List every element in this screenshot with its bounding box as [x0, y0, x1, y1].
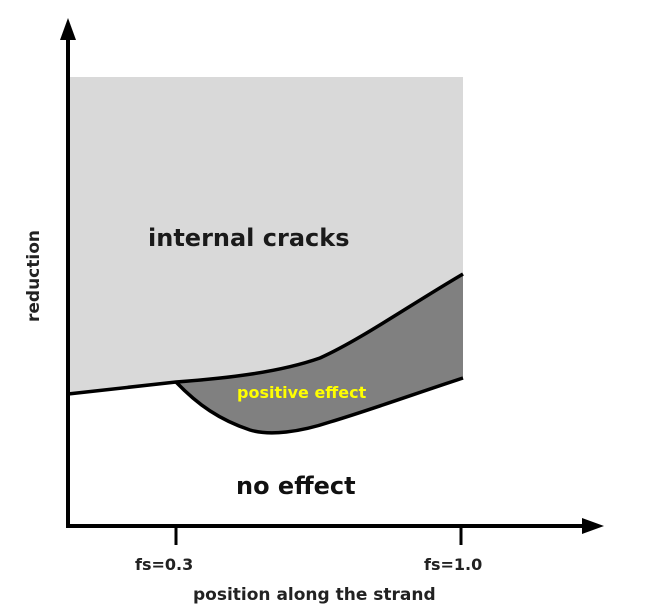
- positive-effect-label: positive effect: [237, 383, 367, 402]
- internal-cracks-region: [68, 77, 463, 394]
- y-axis-label: reduction: [24, 230, 44, 322]
- lower-boundary-line: [174, 376, 464, 435]
- y-axis-arrowhead: [60, 18, 76, 40]
- positive-effect-region: [176, 274, 463, 433]
- x-axis-label: position along the strand: [193, 585, 436, 605]
- x-tick-label-fs03: fs=0.3: [135, 555, 194, 574]
- upper-boundary-line: [67, 272, 464, 396]
- x-tick-label-fs10: fs=1.0: [424, 555, 483, 574]
- no-effect-label: no effect: [236, 472, 356, 500]
- internal-cracks-label: internal cracks: [148, 224, 350, 252]
- x-axis-arrowhead: [582, 518, 604, 534]
